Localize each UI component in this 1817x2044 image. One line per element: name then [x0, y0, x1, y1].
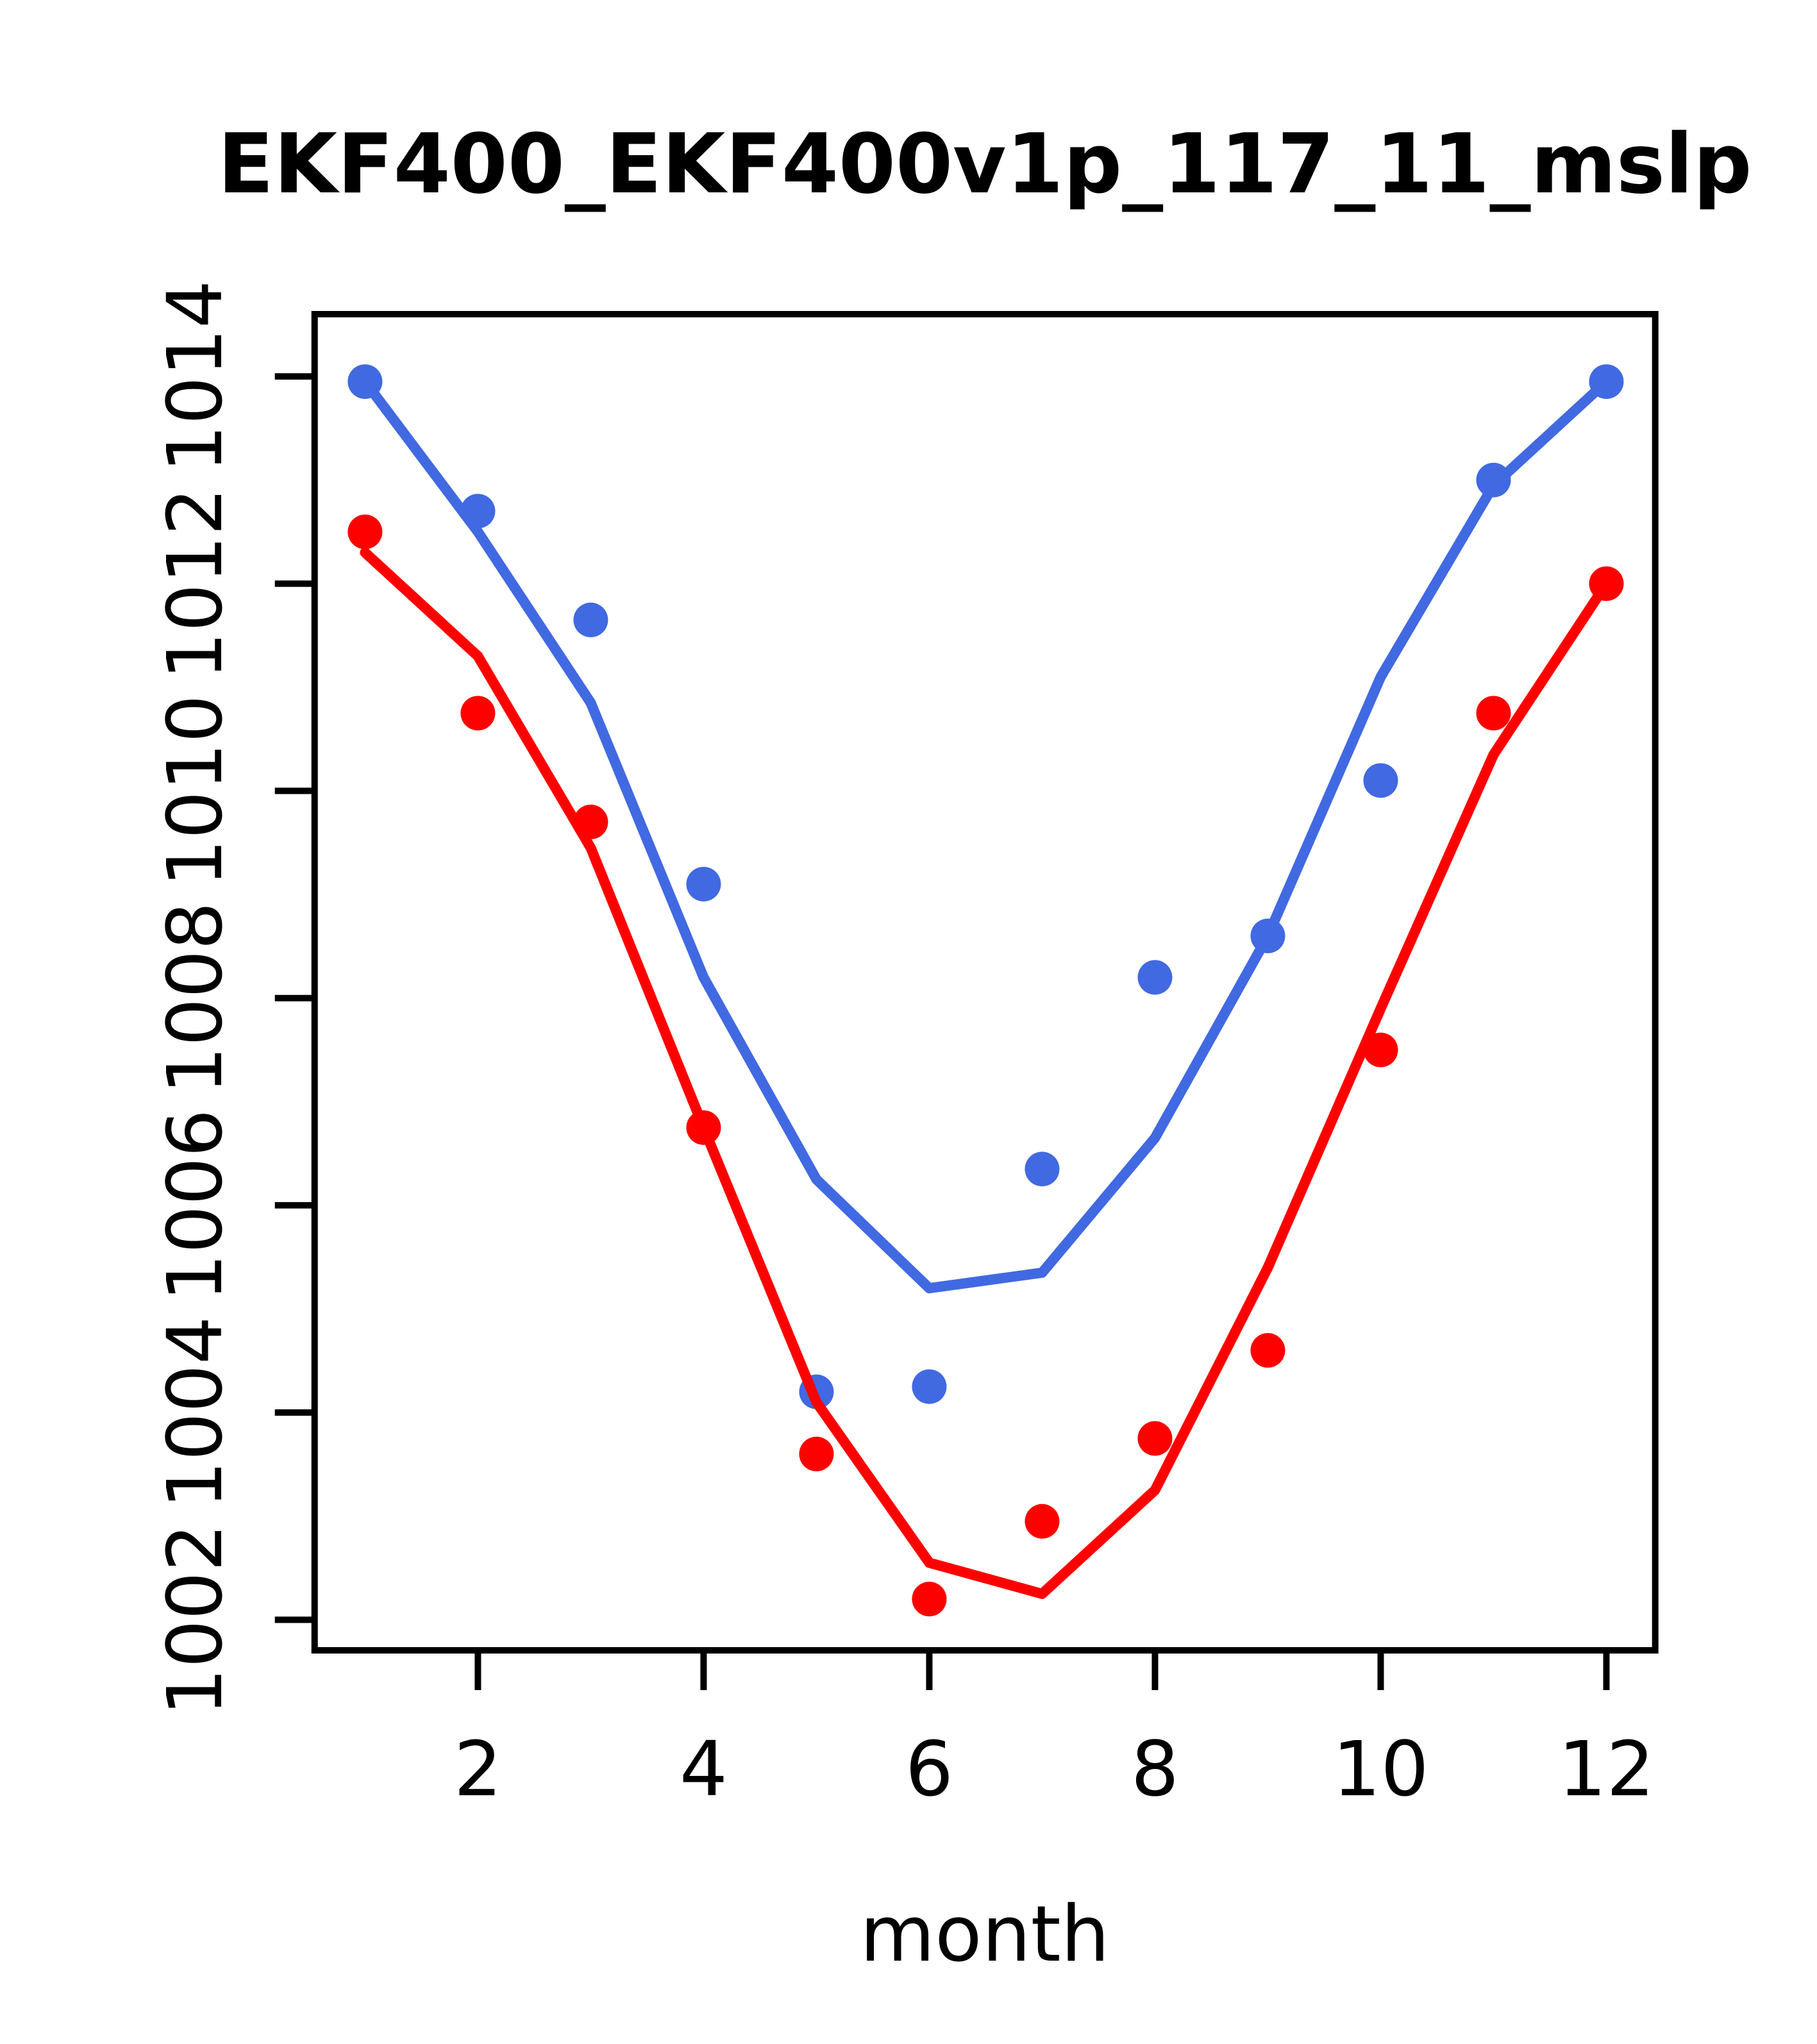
- blue-point: [1363, 763, 1398, 798]
- blue-point: [573, 602, 608, 637]
- red-point: [1363, 1032, 1398, 1068]
- lines-layer: [360, 376, 1612, 1599]
- red-point: [1025, 1504, 1060, 1539]
- x-tick-label: 4: [680, 1725, 728, 1813]
- y-tick-label: 1008: [151, 902, 239, 1094]
- points-layer: [347, 364, 1624, 1617]
- x-tick-label: 8: [1131, 1725, 1179, 1813]
- y-tick-label: 1002: [151, 1523, 239, 1716]
- blue-point: [912, 1369, 947, 1404]
- blue-point: [1137, 960, 1173, 995]
- x-tick-label: 10: [1332, 1725, 1428, 1813]
- blue-point: [1025, 1152, 1060, 1187]
- y-tick-label: 1014: [151, 280, 239, 473]
- chart-title: EKF400_EKF400v1p_117_11_mslp: [218, 117, 1752, 212]
- red-point: [799, 1436, 834, 1471]
- y-tick-label: 1012: [151, 487, 239, 680]
- red-point: [347, 514, 383, 549]
- blue-point: [686, 866, 721, 901]
- red-point: [1250, 1333, 1285, 1368]
- y-tick-label: 1010: [151, 694, 239, 887]
- x-axis-label: month: [860, 1890, 1109, 1979]
- y-tick-label: 1004: [151, 1316, 239, 1509]
- x-tick-label: 6: [905, 1725, 953, 1813]
- red-point: [912, 1582, 947, 1617]
- x-tick-label: 12: [1558, 1725, 1654, 1813]
- red-point: [1476, 696, 1511, 731]
- red-point: [460, 696, 496, 731]
- y-tick-label: 1006: [151, 1109, 239, 1302]
- red-point: [1137, 1421, 1173, 1456]
- red-line: [360, 547, 1612, 1599]
- blue-line: [360, 376, 1612, 1294]
- plot-box: [311, 311, 1659, 1654]
- x-tick-label: 2: [454, 1725, 502, 1813]
